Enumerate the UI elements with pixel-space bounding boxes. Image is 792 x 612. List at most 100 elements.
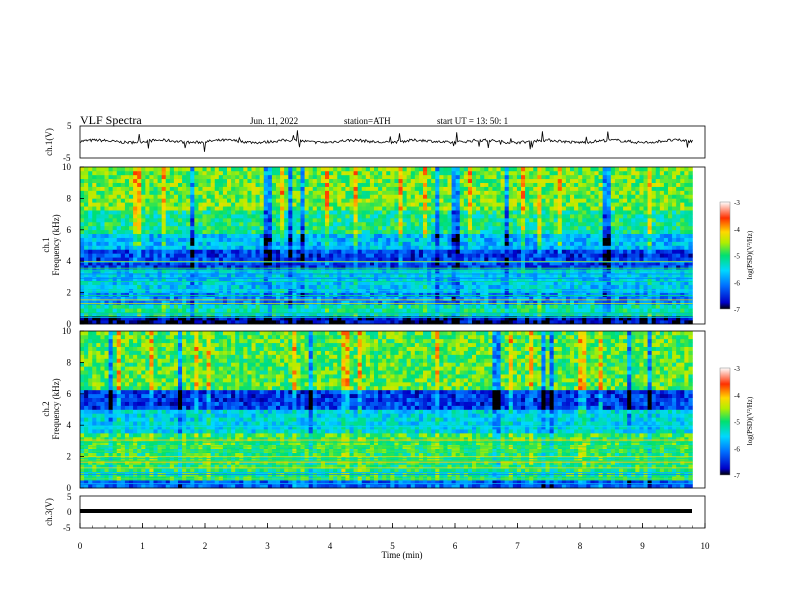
spectrogram-cell [659,316,665,321]
spectrogram-cell [627,272,632,278]
spectrogram-cell [243,316,248,321]
spectrogram-cell [516,206,522,211]
spectrogram-cell [320,233,326,238]
spectrogram-cell [570,225,575,231]
spectrogram-cell [627,241,632,246]
spectrogram-cell [349,300,354,305]
spectrogram-cell [525,308,530,313]
spectrogram-cell [161,206,167,211]
spectrogram-cell [647,210,652,215]
spectrogram-cell [190,280,195,286]
spectrogram-cell [292,206,297,211]
spectrogram-cell [480,304,485,309]
spectrogram-cell [635,284,640,289]
spectrogram-cell [308,206,314,211]
spectrogram-cell [284,249,289,254]
spectrogram-cell [300,210,305,215]
spectrogram-cell [149,233,154,238]
spectrogram-cell [647,198,652,203]
spectrogram-cell [284,308,289,313]
spectrogram-cell [161,214,167,219]
spectrogram-cell [410,288,416,293]
spectrogram-cell [557,221,563,227]
spectrogram-cell [594,225,599,231]
spectrogram-cell [198,284,203,289]
spectrogram-cell [129,320,134,325]
spectrogram-cell [418,202,424,207]
spectrogram-cell [578,245,583,250]
spectrogram-cell [116,300,122,305]
spectrogram-cell [345,288,350,293]
spectrogram-cell [639,245,644,250]
spectrogram-cell [361,257,367,262]
spectrogram-cell [124,292,130,297]
spectrogram-cell [169,218,175,223]
spectrogram-cell [382,265,387,270]
spectrogram-cell [210,198,216,203]
spectrogram-cell [292,221,297,227]
spectrogram-cell [267,288,273,293]
spectrogram-cell [455,233,461,238]
spectrogram-cell [410,206,416,211]
spectrogram-cell [361,265,367,270]
spectrogram-cell [365,308,371,313]
spectrogram-cell [104,265,109,270]
spectrogram-cell [329,249,334,254]
spectrogram-cell [202,233,207,238]
spectrogram-cell [300,280,305,286]
spectrogram-cell [116,194,122,199]
spectrogram-cell [565,292,571,297]
spectrogram-cell [455,296,461,301]
spectrogram-cell [320,218,326,223]
spectrogram-cell [235,225,240,231]
spectrogram-cell [619,308,624,313]
spectrogram-cell [431,214,436,219]
spectrogram-cell [337,257,342,262]
spectrogram-cell [529,320,534,325]
spectrogram-cell [500,257,505,262]
spectrogram-cell [439,233,444,238]
spectrogram-cell [537,206,542,211]
spectrogram-cell [467,300,473,305]
spectrogram-cell [124,284,130,289]
spectrogram-cell [312,221,318,227]
spectrogram-cell [124,249,130,254]
spectrogram-cell [145,265,150,270]
spectrogram-cell [680,261,685,266]
spectrogram-cell [516,253,522,258]
spectrogram-cell [149,210,154,215]
spectrogram-cell [108,221,113,227]
spectrogram-cell [533,292,538,297]
spectrogram-cell [639,272,644,278]
spectrogram-cell [537,229,542,235]
spectrogram-cell [329,261,334,266]
spectrogram-cell [463,284,469,289]
spectrogram-cell [341,229,346,235]
spectrogram-cell [516,237,522,242]
spectrogram-cell [153,288,158,293]
spectrogram-cell [512,276,518,282]
spectrogram-cell [100,206,105,211]
spectrogram-cell [329,257,334,262]
spectrogram-cell [443,225,448,231]
spectrogram-cell [161,245,167,250]
spectrogram-cell [537,225,542,231]
spectrogram-cell [574,206,579,211]
spectrogram-cell [447,241,452,246]
spectrogram-cell [443,249,448,254]
spectrogram-cell [259,265,265,270]
spectrogram-cell [435,233,440,238]
spectrogram-cell [663,261,669,266]
spectrogram-cell [92,221,97,227]
spectrogram-cell [390,194,395,199]
spectrogram-cell [663,218,669,223]
spectrogram-cell [345,292,350,297]
spectrogram-cell [337,233,342,238]
spectrogram-cell [378,316,383,321]
spectrogram-cell [80,225,85,231]
spectrogram-cell [451,237,456,242]
spectrogram-cell [545,229,550,235]
spectrogram-cell [325,292,330,297]
spectrogram-cell [492,241,497,246]
spectrogram-cell [472,316,477,321]
